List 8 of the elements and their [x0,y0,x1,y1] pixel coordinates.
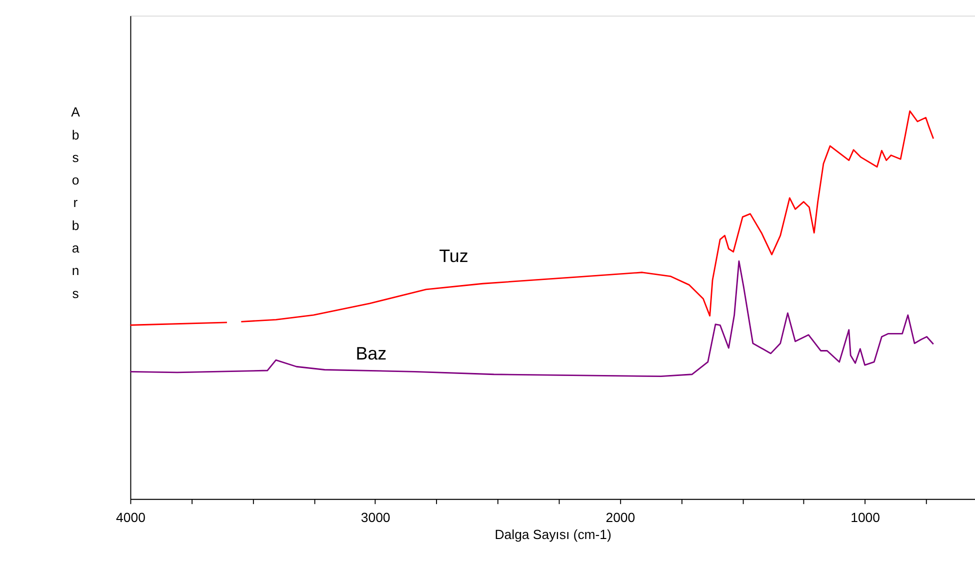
x-tick-label: 4000 [116,510,146,526]
series-label: Tuz [439,246,468,266]
x-axis-title: Dalga Sayısı (cm-1) [494,527,612,542]
x-tick-label: 1000 [850,510,880,526]
x-tick-label: 3000 [360,510,390,526]
text: Absorbans [71,104,80,301]
series-label: Baz [356,343,387,364]
x-tick-label: 2000 [606,510,636,526]
